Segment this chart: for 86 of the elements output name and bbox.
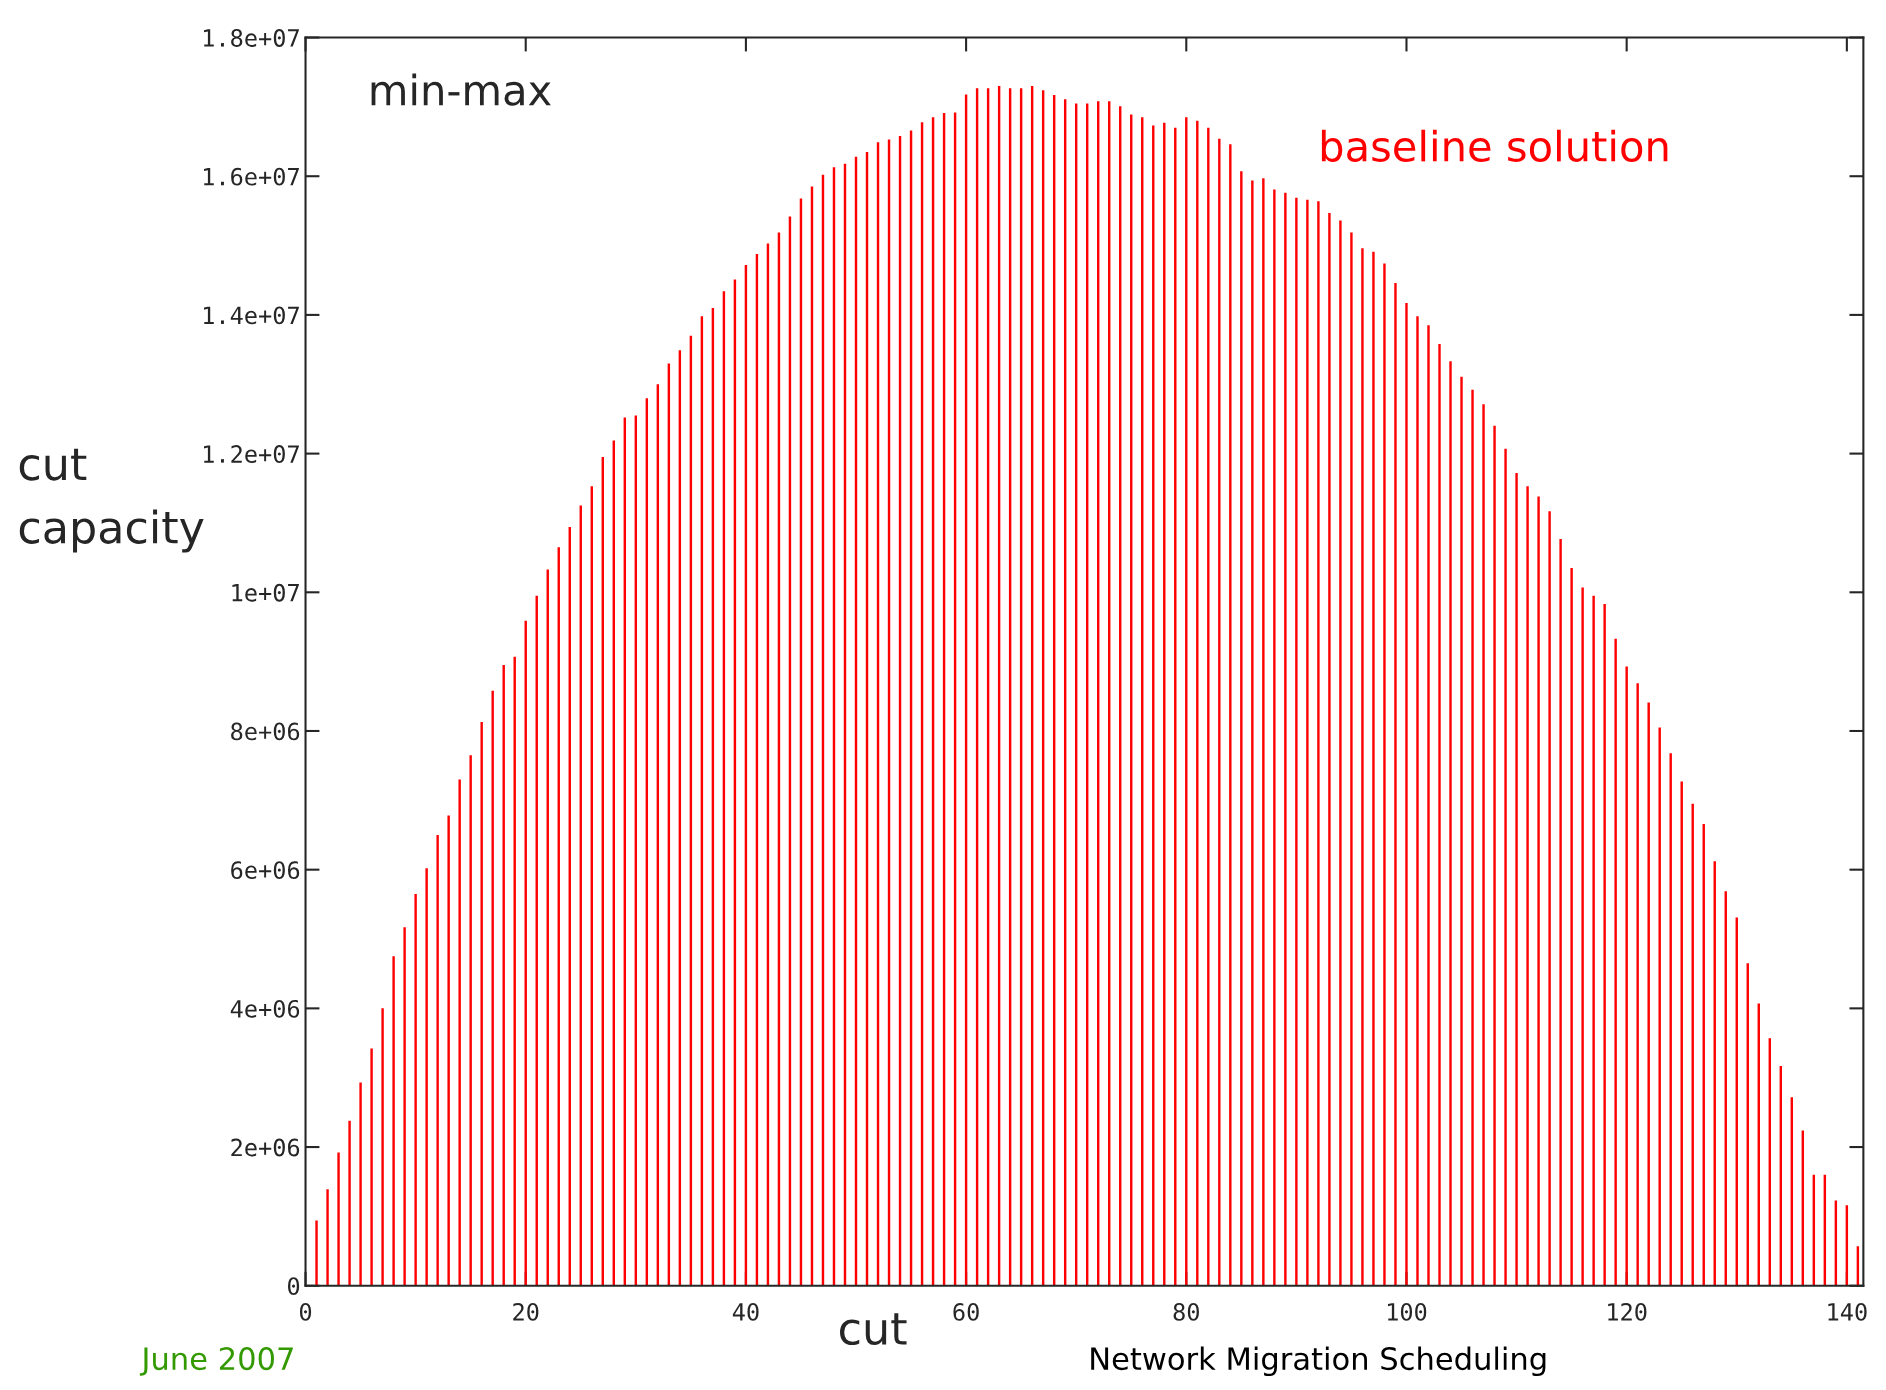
x-tick-label: 80 (1173, 1302, 1199, 1321)
bar (359, 1082, 362, 1286)
bar (1449, 361, 1452, 1286)
bar (326, 1189, 329, 1286)
x-tick-label: 20 (513, 1302, 539, 1321)
bar (370, 1048, 373, 1286)
bar (1471, 389, 1474, 1286)
bar (1482, 404, 1485, 1286)
bar (348, 1120, 351, 1286)
bar (1592, 595, 1595, 1286)
y-tick-label: 2e+06 (231, 1138, 300, 1157)
text: Network Migration Scheduling (1091, 1346, 1546, 1377)
bar (1405, 303, 1408, 1286)
x-tick-label: 100 (1387, 1302, 1427, 1321)
bar (1196, 120, 1199, 1286)
bar (1438, 344, 1441, 1286)
bar (1647, 702, 1650, 1286)
x-tick-label: 140 (1828, 1302, 1867, 1321)
x-axis-title: cut (840, 1313, 907, 1346)
y-tick-label: 1.6e+07 (204, 167, 299, 186)
bar (414, 893, 417, 1286)
bar (1383, 263, 1386, 1286)
x-tick-label: 60 (953, 1302, 979, 1321)
bar (502, 665, 505, 1286)
bar (1537, 496, 1540, 1286)
bar (1636, 683, 1639, 1286)
bar (1526, 486, 1529, 1286)
y-axis-title: cut capacity (19, 448, 204, 553)
bar (1339, 220, 1342, 1286)
bar (1273, 189, 1276, 1286)
bar (403, 927, 406, 1286)
bar (1295, 197, 1298, 1286)
bar (1350, 232, 1353, 1286)
bar (1229, 144, 1232, 1286)
y-tick-label: 1.4e+07 (204, 306, 299, 325)
bar (1603, 604, 1606, 1286)
bar (1251, 180, 1254, 1286)
y-tick-label: 4e+06 (230, 999, 300, 1018)
bar (1515, 473, 1518, 1286)
y-tick-label: 6e+06 (231, 861, 300, 880)
bar (1614, 638, 1617, 1286)
bar (1559, 538, 1562, 1286)
bar (315, 1220, 318, 1286)
bar (469, 755, 472, 1286)
bar (1328, 212, 1331, 1286)
bar (425, 868, 428, 1286)
y-tick-label: 1e+07 (232, 583, 299, 602)
bar (1493, 425, 1496, 1286)
bar (381, 1008, 384, 1286)
bar (1548, 511, 1551, 1286)
bar (1317, 201, 1320, 1286)
x-tick-label: 0 (299, 1302, 312, 1321)
bar (1460, 376, 1463, 1286)
bar (1207, 127, 1210, 1286)
series-label: baseline solution (1321, 129, 1668, 162)
bar (1570, 568, 1573, 1286)
bar (1416, 316, 1419, 1286)
bar (1581, 587, 1584, 1286)
bar (1372, 251, 1375, 1286)
bar (447, 815, 450, 1286)
bar (1669, 753, 1672, 1286)
bar (1625, 666, 1628, 1286)
bar (1394, 283, 1397, 1286)
y-tick-label: 0 (287, 1277, 300, 1296)
bar (1361, 248, 1364, 1286)
bar (491, 690, 494, 1286)
y-tick-label: 1.8e+07 (204, 29, 299, 47)
x-tick-label: 40 (732, 1302, 759, 1321)
bar (458, 779, 461, 1286)
text: June 2007 (139, 1347, 293, 1376)
bar (1240, 171, 1243, 1286)
y-tick-label: 1.2e+07 (204, 445, 299, 463)
bar (337, 1152, 340, 1286)
bar (1218, 138, 1221, 1286)
bar (480, 721, 483, 1286)
bar (1262, 178, 1265, 1286)
y-tick-label: 8e+06 (231, 722, 300, 741)
x-tick-label: 120 (1608, 1302, 1647, 1321)
text: min-max (371, 73, 551, 106)
bar (436, 835, 439, 1286)
bar (1504, 448, 1507, 1286)
bar (1306, 199, 1309, 1286)
bar (1284, 192, 1287, 1286)
bar (392, 956, 395, 1286)
bar (1658, 727, 1661, 1286)
bar (1427, 325, 1430, 1286)
